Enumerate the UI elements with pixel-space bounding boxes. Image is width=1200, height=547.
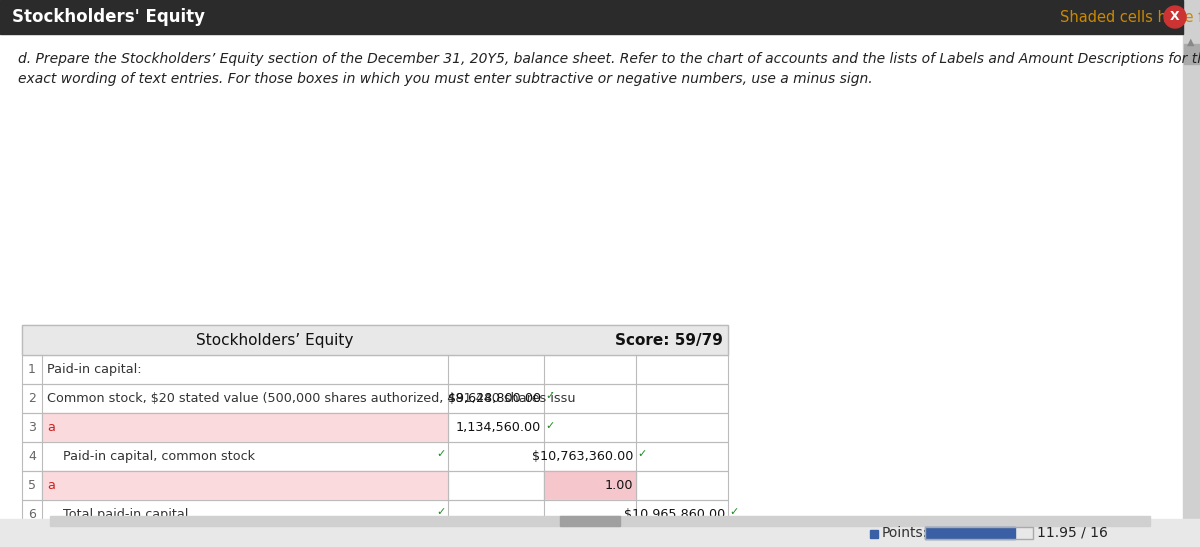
Text: ✓: ✓ bbox=[437, 537, 446, 546]
Text: ✓: ✓ bbox=[730, 508, 738, 517]
Text: 1,134,560.00: 1,134,560.00 bbox=[456, 421, 541, 434]
Text: ▲: ▲ bbox=[1187, 37, 1195, 47]
Bar bbox=[22, 500, 728, 529]
Text: 4: 4 bbox=[28, 450, 36, 463]
Text: Points:: Points: bbox=[882, 526, 929, 540]
Text: 1: 1 bbox=[28, 363, 36, 376]
Text: ▼: ▼ bbox=[1187, 534, 1195, 544]
Bar bbox=[22, 325, 728, 355]
Text: 11.95 / 16: 11.95 / 16 bbox=[1037, 526, 1108, 540]
Bar bbox=[22, 471, 728, 500]
Bar bbox=[0, 0, 1183, 34]
Text: Common stock, $20 stated value (500,000 shares authorized, 481,440 shares issu: Common stock, $20 stated value (500,000 … bbox=[47, 392, 576, 405]
Bar bbox=[22, 413, 728, 442]
Bar bbox=[22, 355, 728, 384]
Bar bbox=[42, 413, 448, 442]
Text: Retained earnings: Retained earnings bbox=[47, 537, 163, 547]
Bar bbox=[42, 471, 448, 500]
Bar bbox=[22, 442, 728, 471]
Text: X: X bbox=[1170, 10, 1180, 24]
Text: 7: 7 bbox=[28, 537, 36, 547]
Text: a: a bbox=[47, 421, 55, 434]
Circle shape bbox=[1164, 6, 1186, 28]
Text: Stockholders’ Equity: Stockholders’ Equity bbox=[197, 333, 354, 347]
Bar bbox=[22, 442, 728, 471]
Bar bbox=[22, 325, 728, 355]
Text: a: a bbox=[47, 479, 55, 492]
Bar bbox=[22, 413, 728, 442]
Text: ✓: ✓ bbox=[545, 421, 554, 430]
Text: 5: 5 bbox=[28, 479, 36, 492]
Text: $10,965,860.00: $10,965,860.00 bbox=[624, 508, 725, 521]
Text: ✓: ✓ bbox=[637, 450, 647, 459]
Bar bbox=[560, 516, 620, 526]
Bar bbox=[925, 527, 1015, 539]
Bar bbox=[22, 384, 728, 413]
Text: Total paid-in capital: Total paid-in capital bbox=[47, 508, 188, 521]
Text: Paid-in capital:: Paid-in capital: bbox=[47, 363, 142, 376]
Bar bbox=[0, 519, 1200, 547]
Text: $10,763,360.00: $10,763,360.00 bbox=[532, 450, 634, 463]
Bar bbox=[22, 500, 728, 529]
Text: Paid-in capital, common stock: Paid-in capital, common stock bbox=[47, 450, 256, 463]
Text: ✓: ✓ bbox=[545, 392, 554, 401]
Text: $9,628,800.00: $9,628,800.00 bbox=[448, 392, 541, 405]
Text: 3: 3 bbox=[28, 421, 36, 434]
Text: 6: 6 bbox=[28, 508, 36, 521]
Text: Score: 59/79: Score: 59/79 bbox=[616, 333, 722, 347]
Bar bbox=[1184, 44, 1199, 64]
Text: ✓: ✓ bbox=[437, 450, 446, 459]
Bar bbox=[870, 530, 878, 538]
Text: 2: 2 bbox=[28, 392, 36, 405]
Text: Shaded cells have feedback.: Shaded cells have feedback. bbox=[1060, 9, 1200, 25]
Bar bbox=[22, 471, 728, 500]
Text: ▼: ▼ bbox=[1187, 528, 1195, 538]
Bar bbox=[22, 529, 728, 547]
Text: 1.00: 1.00 bbox=[605, 479, 634, 492]
Text: 35,449,310.00: 35,449,310.00 bbox=[631, 537, 725, 547]
Text: d. Prepare the Stockholders’ Equity section of the December 31, 20Y5, balance sh: d. Prepare the Stockholders’ Equity sect… bbox=[18, 52, 1200, 66]
Bar bbox=[22, 529, 728, 547]
Text: Stockholders' Equity: Stockholders' Equity bbox=[12, 8, 205, 26]
Text: ✓: ✓ bbox=[730, 537, 738, 546]
Bar bbox=[544, 471, 636, 500]
Text: exact wording of text entries. For those boxes in which you must enter subtracti: exact wording of text entries. For those… bbox=[18, 72, 872, 86]
Bar bbox=[1183, 0, 1200, 547]
Bar bbox=[925, 527, 1033, 539]
Bar bbox=[22, 384, 728, 413]
Bar bbox=[50, 516, 1150, 526]
Text: ✓: ✓ bbox=[437, 508, 446, 517]
Bar bbox=[22, 355, 728, 384]
